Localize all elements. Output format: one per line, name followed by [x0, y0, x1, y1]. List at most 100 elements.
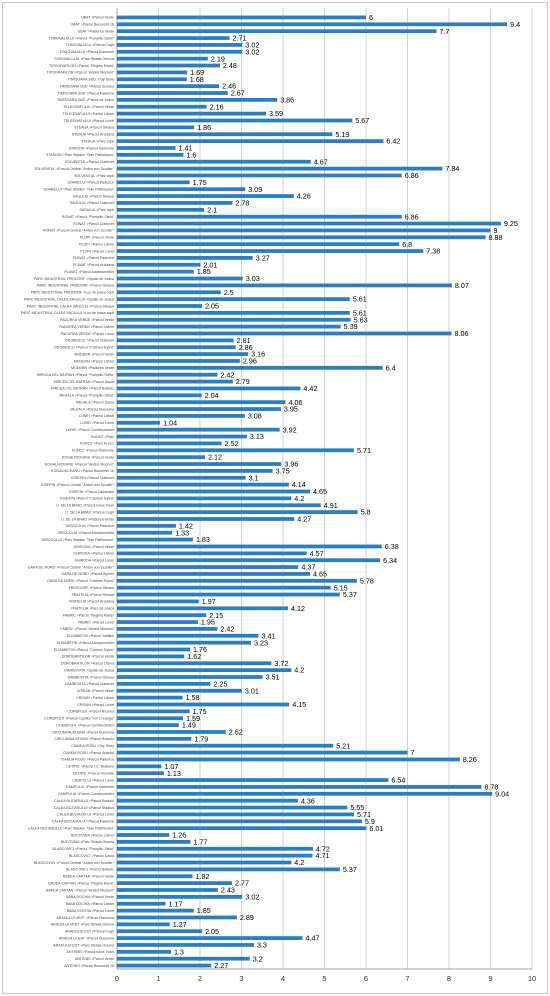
category-label: CIRCUMVALATIUNII >Parcul Botanic — [54, 737, 114, 741]
bar — [117, 647, 191, 652]
data-label: 3.02 — [245, 41, 259, 50]
category-label: IOSEFIN >Parcul "Carmen Sylva" — [60, 497, 115, 501]
data-label: 1.49 — [182, 721, 196, 730]
data-labels: 69.47.72.713.023.022.192.481.691.682.462… — [163, 13, 520, 970]
data-label: 4.12 — [291, 604, 305, 613]
x-tick-label: 5 — [322, 974, 326, 983]
data-label: 5.19 — [335, 130, 349, 139]
x-tick-label: 8 — [447, 974, 451, 983]
data-label: 8.88 — [489, 233, 503, 242]
bar — [117, 194, 294, 198]
bar — [117, 187, 246, 192]
data-label: 5.8 — [361, 508, 371, 517]
data-label: 1.75 — [193, 707, 207, 716]
data-label: 4.2 — [294, 858, 304, 867]
data-label: 1.59 — [186, 714, 200, 723]
category-label: KUNCZ >Parc — [91, 435, 114, 439]
data-label: 1.62 — [187, 652, 201, 661]
bar — [117, 400, 286, 405]
category-label: PARC INDUSTRIAL FREIDORF >Parcul Steaua — [37, 284, 114, 288]
bar — [117, 640, 252, 645]
category-label: IOSEFIN >Parcul Catedralei — [69, 490, 114, 494]
data-label: 2.5 — [224, 288, 234, 297]
bar — [117, 420, 161, 425]
bar — [117, 84, 220, 89]
bar — [117, 393, 202, 398]
data-label: 4.57 — [310, 549, 324, 558]
category-label: BLASCOVICI >Parcul Central "Anton von Sc… — [34, 861, 115, 865]
category-label: PLAVAT >Parcul Padurice — [73, 256, 114, 260]
data-label: 5.21 — [336, 741, 350, 750]
category-label: ANTENEI >Parcul Verde — [75, 957, 114, 961]
data-label: 8.06 — [454, 329, 468, 338]
category-label: BADEA CARTAN >Parcul Verde — [63, 875, 114, 879]
data-label: 1.17 — [169, 899, 183, 908]
category-label: TOMOVALULUI >Parcul Cugir — [66, 43, 115, 47]
data-label: 6.86 — [405, 171, 419, 180]
category-label: GHIRODA >Parcul Lunei — [74, 559, 114, 563]
data-label: 7 — [411, 748, 415, 757]
data-label: 6 — [369, 13, 373, 22]
bar — [117, 262, 201, 267]
bar — [117, 22, 508, 27]
data-label: 1.33 — [175, 528, 189, 537]
data-label: 2.05 — [205, 927, 219, 936]
bar — [117, 585, 331, 590]
data-label: 2.04 — [205, 391, 219, 400]
bar — [117, 317, 351, 322]
category-label: SOLVENTUL >Parcul Ciabuvet — [65, 160, 114, 164]
data-label: 5.9 — [365, 817, 375, 826]
bar — [117, 771, 164, 776]
bar — [117, 620, 198, 624]
category-label: FRATELIA >Parc de Joaca — [71, 607, 114, 611]
category-label: FRATELIA >Parcul Arcidava — [69, 600, 114, 604]
category-label: BADEA CARTAN >Parcul "Regina Maria" — [48, 881, 114, 885]
data-label: 5.67 — [355, 116, 369, 125]
bar — [117, 702, 290, 707]
category-label: GARA DE NORD >Parcul Alpinet — [61, 572, 114, 576]
bar — [117, 592, 340, 597]
data-label: 2.67 — [231, 89, 245, 98]
category-label: KUNCZ >Parc Kuncz — [80, 442, 114, 446]
data-label: 1.95 — [201, 618, 215, 627]
data-label: 1.07 — [164, 762, 178, 771]
category-label: ARADULUI EST >Parcul Bucovina — [59, 936, 114, 940]
category-label: TIPOGRAFILOR >Parcul "Andrei Mocioni" — [47, 71, 115, 75]
category-label: MODERN >Padurea Verde — [71, 366, 114, 370]
data-label: 1.3 — [174, 947, 184, 956]
bar — [117, 297, 350, 302]
category-label: FABRIC >Parcul "Andrei Mocioni" — [60, 627, 114, 631]
bar — [117, 269, 194, 274]
data-label: 4.91 — [324, 501, 338, 510]
data-label: 1.68 — [190, 75, 204, 84]
data-label: 4.06 — [288, 398, 302, 407]
data-label: 3.09 — [248, 185, 262, 194]
category-label: CETATE >Parcul Huniade — [73, 771, 114, 775]
bar — [117, 152, 184, 157]
bar — [117, 77, 187, 82]
category-label: CALEA BUZIASULUI >Parc Stadion "Dan Palt… — [28, 826, 115, 830]
bar — [117, 915, 237, 920]
bar — [117, 530, 173, 535]
data-label: 2.52 — [225, 439, 239, 448]
bar — [117, 228, 491, 233]
bar — [117, 214, 402, 219]
bar — [117, 434, 247, 439]
bar — [117, 558, 381, 563]
category-label: MIRCEA CEL BATRAN >Parcul "Pompiliu Stef… — [37, 373, 115, 377]
category-label: COMUFLEX >Parcul Constructorilor — [56, 723, 114, 727]
category-label: STADION >Parcul Karlsruhe — [69, 146, 114, 150]
data-label: 1.83 — [196, 535, 210, 544]
bar — [117, 221, 501, 226]
category-label: BUCOVINA >Parc Strada Orsova — [61, 840, 114, 844]
bar — [117, 867, 340, 872]
bar — [117, 290, 221, 295]
category-label: BABA DOCHIA >Parcul Uzinei — [66, 902, 115, 906]
category-label: SAGULUI >Parcul Ciabuvet — [70, 201, 114, 205]
bar — [117, 304, 203, 308]
data-label: 1.6 — [186, 150, 196, 159]
data-label: 4.71 — [315, 851, 329, 860]
bar — [117, 235, 486, 240]
bar — [117, 565, 299, 569]
category-label: KOGALNICEANU >Parcul Bucuresti 16 — [51, 469, 114, 473]
